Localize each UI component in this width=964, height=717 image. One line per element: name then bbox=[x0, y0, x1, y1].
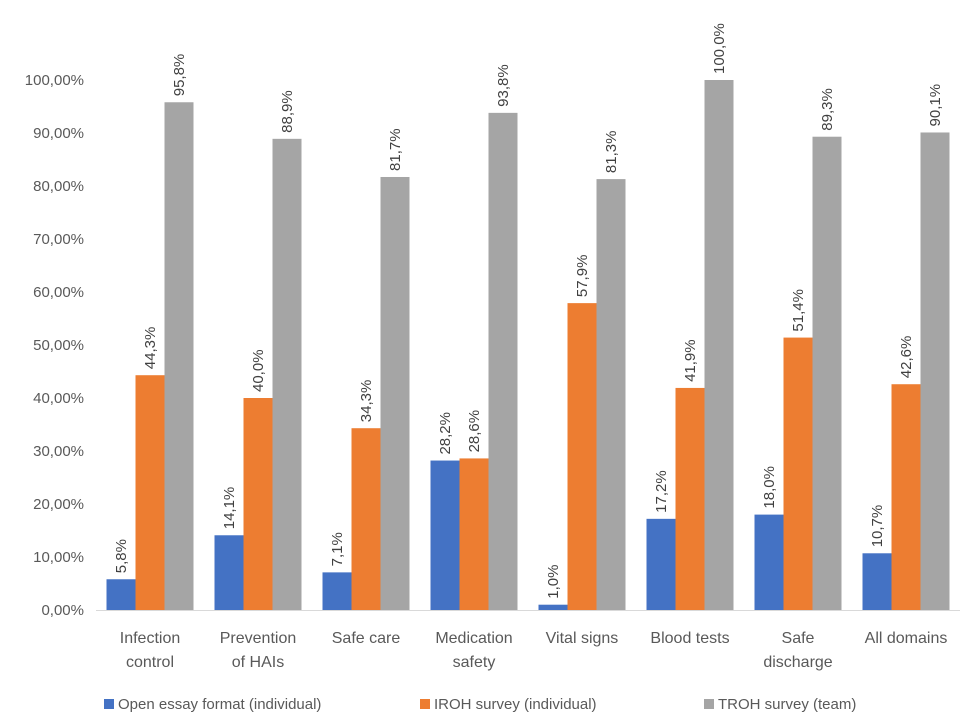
data-label: 51,4% bbox=[790, 289, 807, 332]
data-label: 40,0% bbox=[250, 349, 267, 392]
data-label: 1,0% bbox=[545, 564, 562, 598]
data-label: 89,3% bbox=[819, 88, 836, 131]
legend-swatch bbox=[104, 699, 114, 709]
category-label: discharge bbox=[763, 654, 832, 671]
bar-2 bbox=[135, 375, 165, 610]
category-label: Medication bbox=[435, 630, 512, 647]
y-tick-label: 20,00% bbox=[33, 496, 84, 513]
y-tick-label: 90,00% bbox=[33, 125, 84, 142]
y-tick-label: 50,00% bbox=[33, 337, 84, 354]
data-label: 90,1% bbox=[927, 84, 944, 127]
data-label: 5,8% bbox=[113, 539, 130, 573]
bar-1 bbox=[646, 518, 676, 610]
category-label: Blood tests bbox=[650, 630, 729, 647]
bar-3 bbox=[704, 80, 734, 610]
category-label: Vital signs bbox=[546, 630, 619, 647]
bar-2 bbox=[783, 337, 813, 610]
data-label: 93,8% bbox=[495, 64, 512, 107]
data-label: 42,6% bbox=[898, 336, 915, 379]
data-label: 44,3% bbox=[142, 327, 159, 370]
data-label: 100,0% bbox=[711, 23, 728, 74]
data-label: 7,1% bbox=[329, 532, 346, 566]
bar-3 bbox=[380, 176, 410, 611]
category-label: Safe care bbox=[332, 630, 401, 647]
bar-1 bbox=[106, 579, 136, 610]
y-tick-label: 70,00% bbox=[33, 231, 84, 248]
bar-3 bbox=[812, 136, 842, 610]
bar-1 bbox=[214, 535, 244, 610]
data-label: 10,7% bbox=[869, 505, 886, 548]
y-tick-label: 10,00% bbox=[33, 549, 84, 566]
y-tick-label: 80,00% bbox=[33, 178, 84, 195]
legend-swatch bbox=[704, 699, 714, 709]
bar-1 bbox=[430, 460, 460, 610]
y-tick-label: 30,00% bbox=[33, 443, 84, 460]
category-label: Infection bbox=[120, 630, 180, 647]
legend-swatch bbox=[420, 699, 430, 709]
data-label: 34,3% bbox=[358, 380, 375, 423]
bar-3 bbox=[596, 179, 626, 611]
y-tick-label: 60,00% bbox=[33, 284, 84, 301]
bar-3 bbox=[488, 112, 518, 611]
data-label: 88,9% bbox=[279, 90, 296, 133]
bar-3 bbox=[920, 132, 950, 610]
data-label: 18,0% bbox=[761, 466, 778, 509]
bar-1 bbox=[322, 572, 352, 610]
data-label: 41,9% bbox=[682, 339, 699, 382]
legend-label: IROH survey (individual) bbox=[434, 696, 597, 713]
data-label: 57,9% bbox=[574, 255, 591, 298]
data-label: 28,6% bbox=[466, 410, 483, 453]
data-label: 81,3% bbox=[603, 131, 620, 174]
y-tick-label: 40,00% bbox=[33, 390, 84, 407]
bar-2 bbox=[243, 398, 273, 610]
legend-label: Open essay format (individual) bbox=[118, 696, 321, 713]
data-label: 14,1% bbox=[221, 487, 238, 530]
category-label: Safe bbox=[782, 630, 815, 647]
data-label: 81,7% bbox=[387, 128, 404, 171]
data-label: 95,8% bbox=[171, 54, 188, 97]
legend-label: TROH survey (team) bbox=[718, 696, 856, 713]
y-tick-label: 0,00% bbox=[41, 602, 84, 619]
bar-1 bbox=[862, 553, 892, 610]
category-label: safety bbox=[453, 654, 496, 671]
category-label: of HAIs bbox=[232, 654, 284, 671]
bar-2 bbox=[351, 428, 381, 610]
bar-3 bbox=[272, 138, 302, 610]
bar-2 bbox=[891, 384, 921, 610]
category-label: Prevention bbox=[220, 630, 297, 647]
bar-2 bbox=[459, 458, 489, 610]
bar-2 bbox=[567, 303, 597, 610]
bar-3 bbox=[164, 102, 194, 610]
data-label: 17,2% bbox=[653, 470, 670, 513]
y-tick-label: 100,00% bbox=[25, 72, 84, 89]
bar-1 bbox=[754, 514, 784, 610]
bar-1 bbox=[538, 604, 568, 610]
bar-2 bbox=[675, 387, 705, 610]
category-label: control bbox=[126, 654, 174, 671]
category-label: All domains bbox=[865, 630, 948, 647]
data-label: 28,2% bbox=[437, 412, 454, 455]
